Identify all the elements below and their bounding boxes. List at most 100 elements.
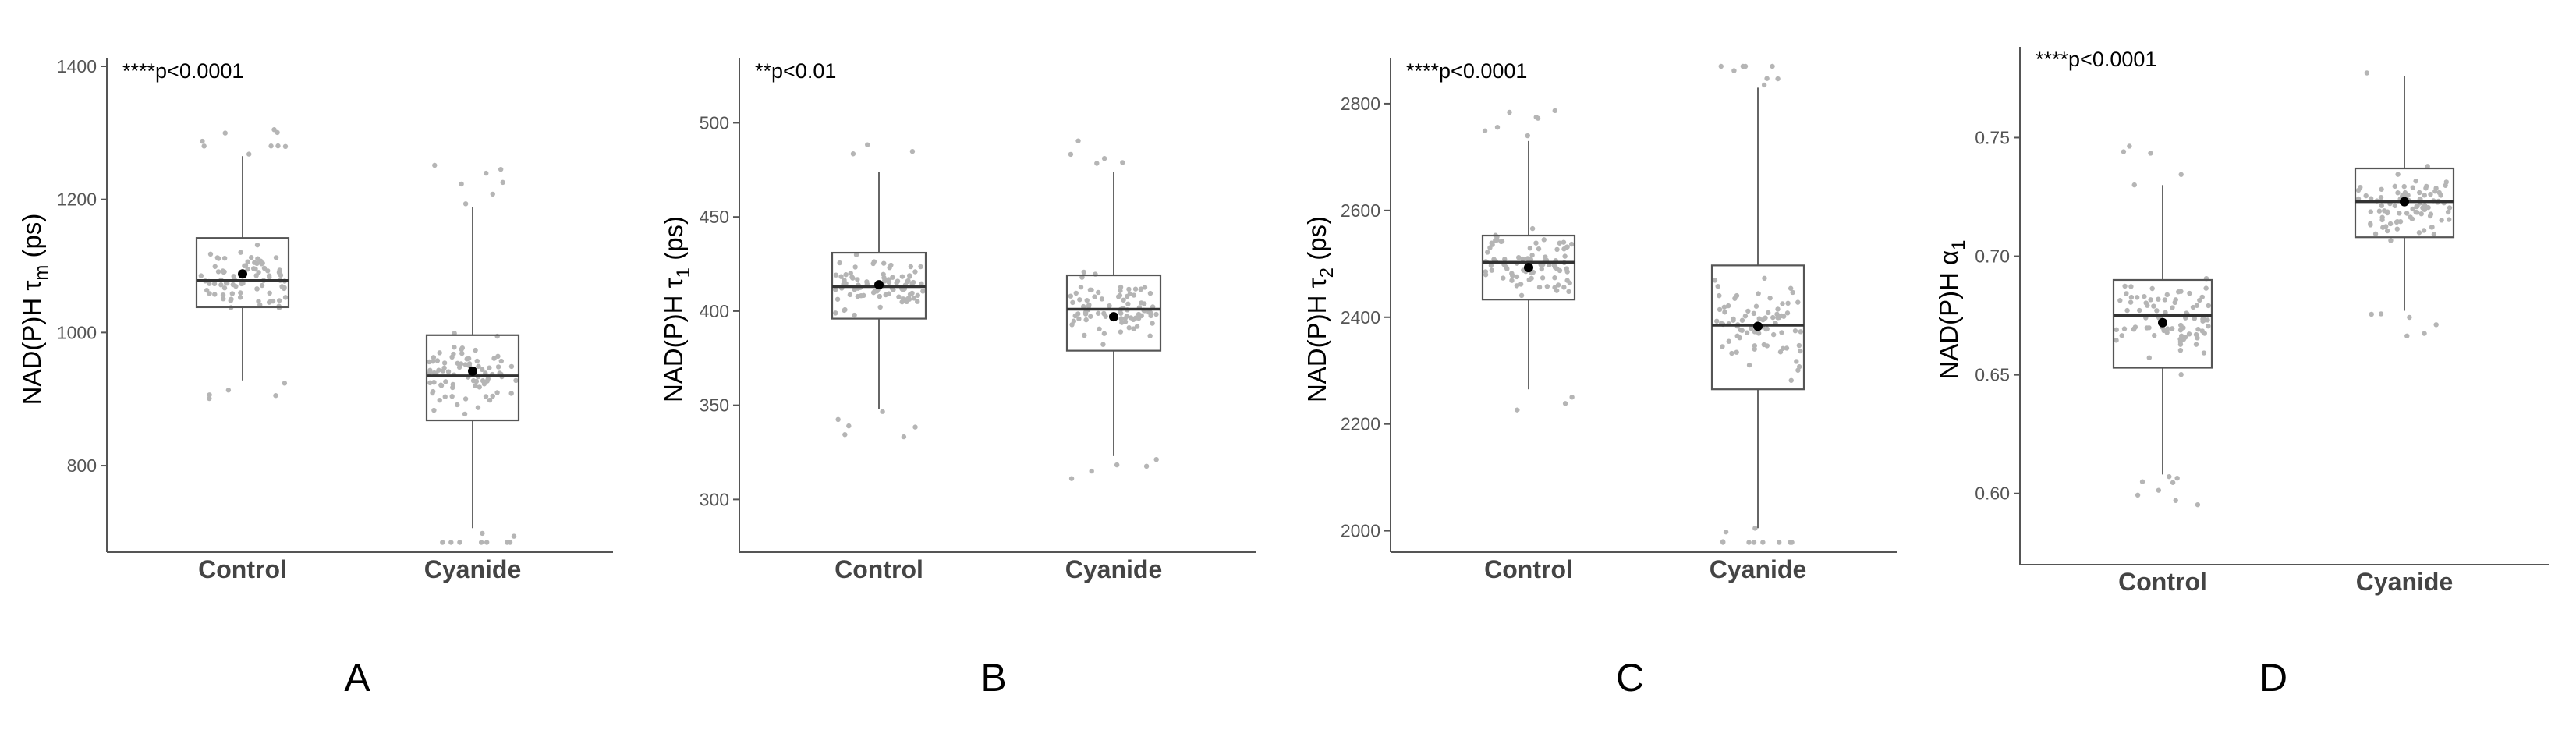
data-point — [2202, 331, 2207, 336]
panel-letter-c: C — [1615, 656, 1645, 700]
data-point — [282, 381, 288, 386]
data-point — [1753, 303, 1759, 309]
data-point — [918, 264, 923, 270]
significance-annotation: ****p<0.0001 — [1406, 59, 1527, 83]
data-point — [462, 362, 469, 367]
data-point — [456, 364, 462, 370]
data-point — [2163, 310, 2168, 315]
data-point — [277, 271, 283, 278]
data-point — [1153, 311, 1159, 317]
data-point — [1092, 294, 1097, 299]
data-point — [905, 278, 911, 284]
data-point — [1094, 161, 1100, 166]
data-point — [448, 540, 454, 545]
data-point — [855, 277, 860, 282]
data-point — [207, 291, 212, 296]
data-point — [1514, 283, 1520, 289]
y-tick-label: 0.70 — [1975, 246, 2010, 267]
data-point — [2415, 210, 2420, 215]
data-point — [441, 360, 448, 366]
data-point — [1491, 257, 1497, 262]
data-point — [212, 264, 218, 269]
data-point — [276, 298, 282, 303]
data-point — [498, 166, 504, 172]
data-point — [2190, 304, 2196, 310]
data-point — [870, 260, 876, 267]
data-point — [2128, 294, 2135, 300]
data-point — [1739, 317, 1745, 323]
data-point — [466, 361, 473, 367]
data-point — [494, 390, 500, 395]
data-point — [2355, 196, 2362, 202]
data-point — [478, 540, 484, 545]
box-iqr — [1710, 264, 1805, 391]
data-point — [1077, 297, 1082, 303]
data-point — [2368, 222, 2373, 228]
data-point — [1722, 310, 1727, 315]
y-tick-label: 2000 — [1341, 521, 1380, 541]
data-point — [920, 289, 926, 294]
data-point — [1561, 239, 1567, 245]
data-point — [912, 269, 918, 275]
x-category-label: Cyanide — [2356, 568, 2453, 596]
data-point — [906, 273, 912, 278]
data-point — [1501, 275, 1506, 281]
data-point — [1780, 301, 1785, 306]
data-point — [1780, 345, 1786, 351]
data-point — [1731, 68, 1737, 73]
data-point — [1739, 328, 1745, 333]
data-point — [1770, 314, 1776, 321]
data-point — [861, 292, 866, 299]
data-point — [1770, 331, 1777, 338]
data-point — [215, 269, 221, 275]
data-point — [1075, 138, 1081, 143]
data-point — [485, 376, 491, 381]
data-point — [2416, 230, 2422, 236]
data-point — [1779, 330, 1784, 335]
data-point — [909, 148, 916, 154]
data-point — [901, 434, 907, 440]
data-point — [2156, 487, 2162, 493]
data-point — [2395, 172, 2401, 177]
data-point — [2372, 231, 2379, 237]
data-point — [204, 287, 210, 293]
data-point — [1762, 275, 1767, 282]
data-point — [909, 281, 915, 286]
data-point — [1795, 299, 1801, 305]
data-point — [1483, 269, 1489, 275]
data-point — [256, 299, 261, 304]
data-point — [2177, 342, 2184, 347]
data-point — [2151, 303, 2156, 309]
data-point — [1790, 289, 1795, 296]
y-axis-label: NAD(P)H τm (ps) — [17, 214, 52, 406]
data-point — [2415, 204, 2420, 209]
data-point — [273, 393, 278, 399]
data-point — [2407, 314, 2412, 321]
data-point — [500, 179, 505, 186]
data-point — [915, 299, 920, 304]
data-point — [2379, 203, 2384, 208]
data-point — [842, 432, 848, 438]
data-point — [1089, 287, 1094, 293]
data-point — [896, 294, 902, 299]
data-point — [887, 264, 892, 271]
data-point — [1533, 240, 1539, 246]
data-point — [220, 292, 226, 298]
significance-annotation: ****p<0.0001 — [122, 59, 243, 83]
data-point — [1792, 328, 1798, 334]
y-tick-label: 400 — [700, 301, 729, 321]
data-point — [431, 379, 437, 385]
data-point — [245, 259, 250, 264]
data-point — [865, 142, 870, 147]
data-point — [2363, 193, 2369, 199]
data-point — [883, 292, 888, 298]
data-point — [1796, 342, 1802, 349]
data-point — [1746, 362, 1752, 368]
data-point — [1126, 286, 1132, 292]
data-point — [455, 360, 460, 366]
data-point — [2369, 311, 2374, 317]
data-point — [2428, 211, 2434, 217]
panel-letter-a: A — [344, 656, 370, 700]
data-point — [427, 367, 433, 374]
